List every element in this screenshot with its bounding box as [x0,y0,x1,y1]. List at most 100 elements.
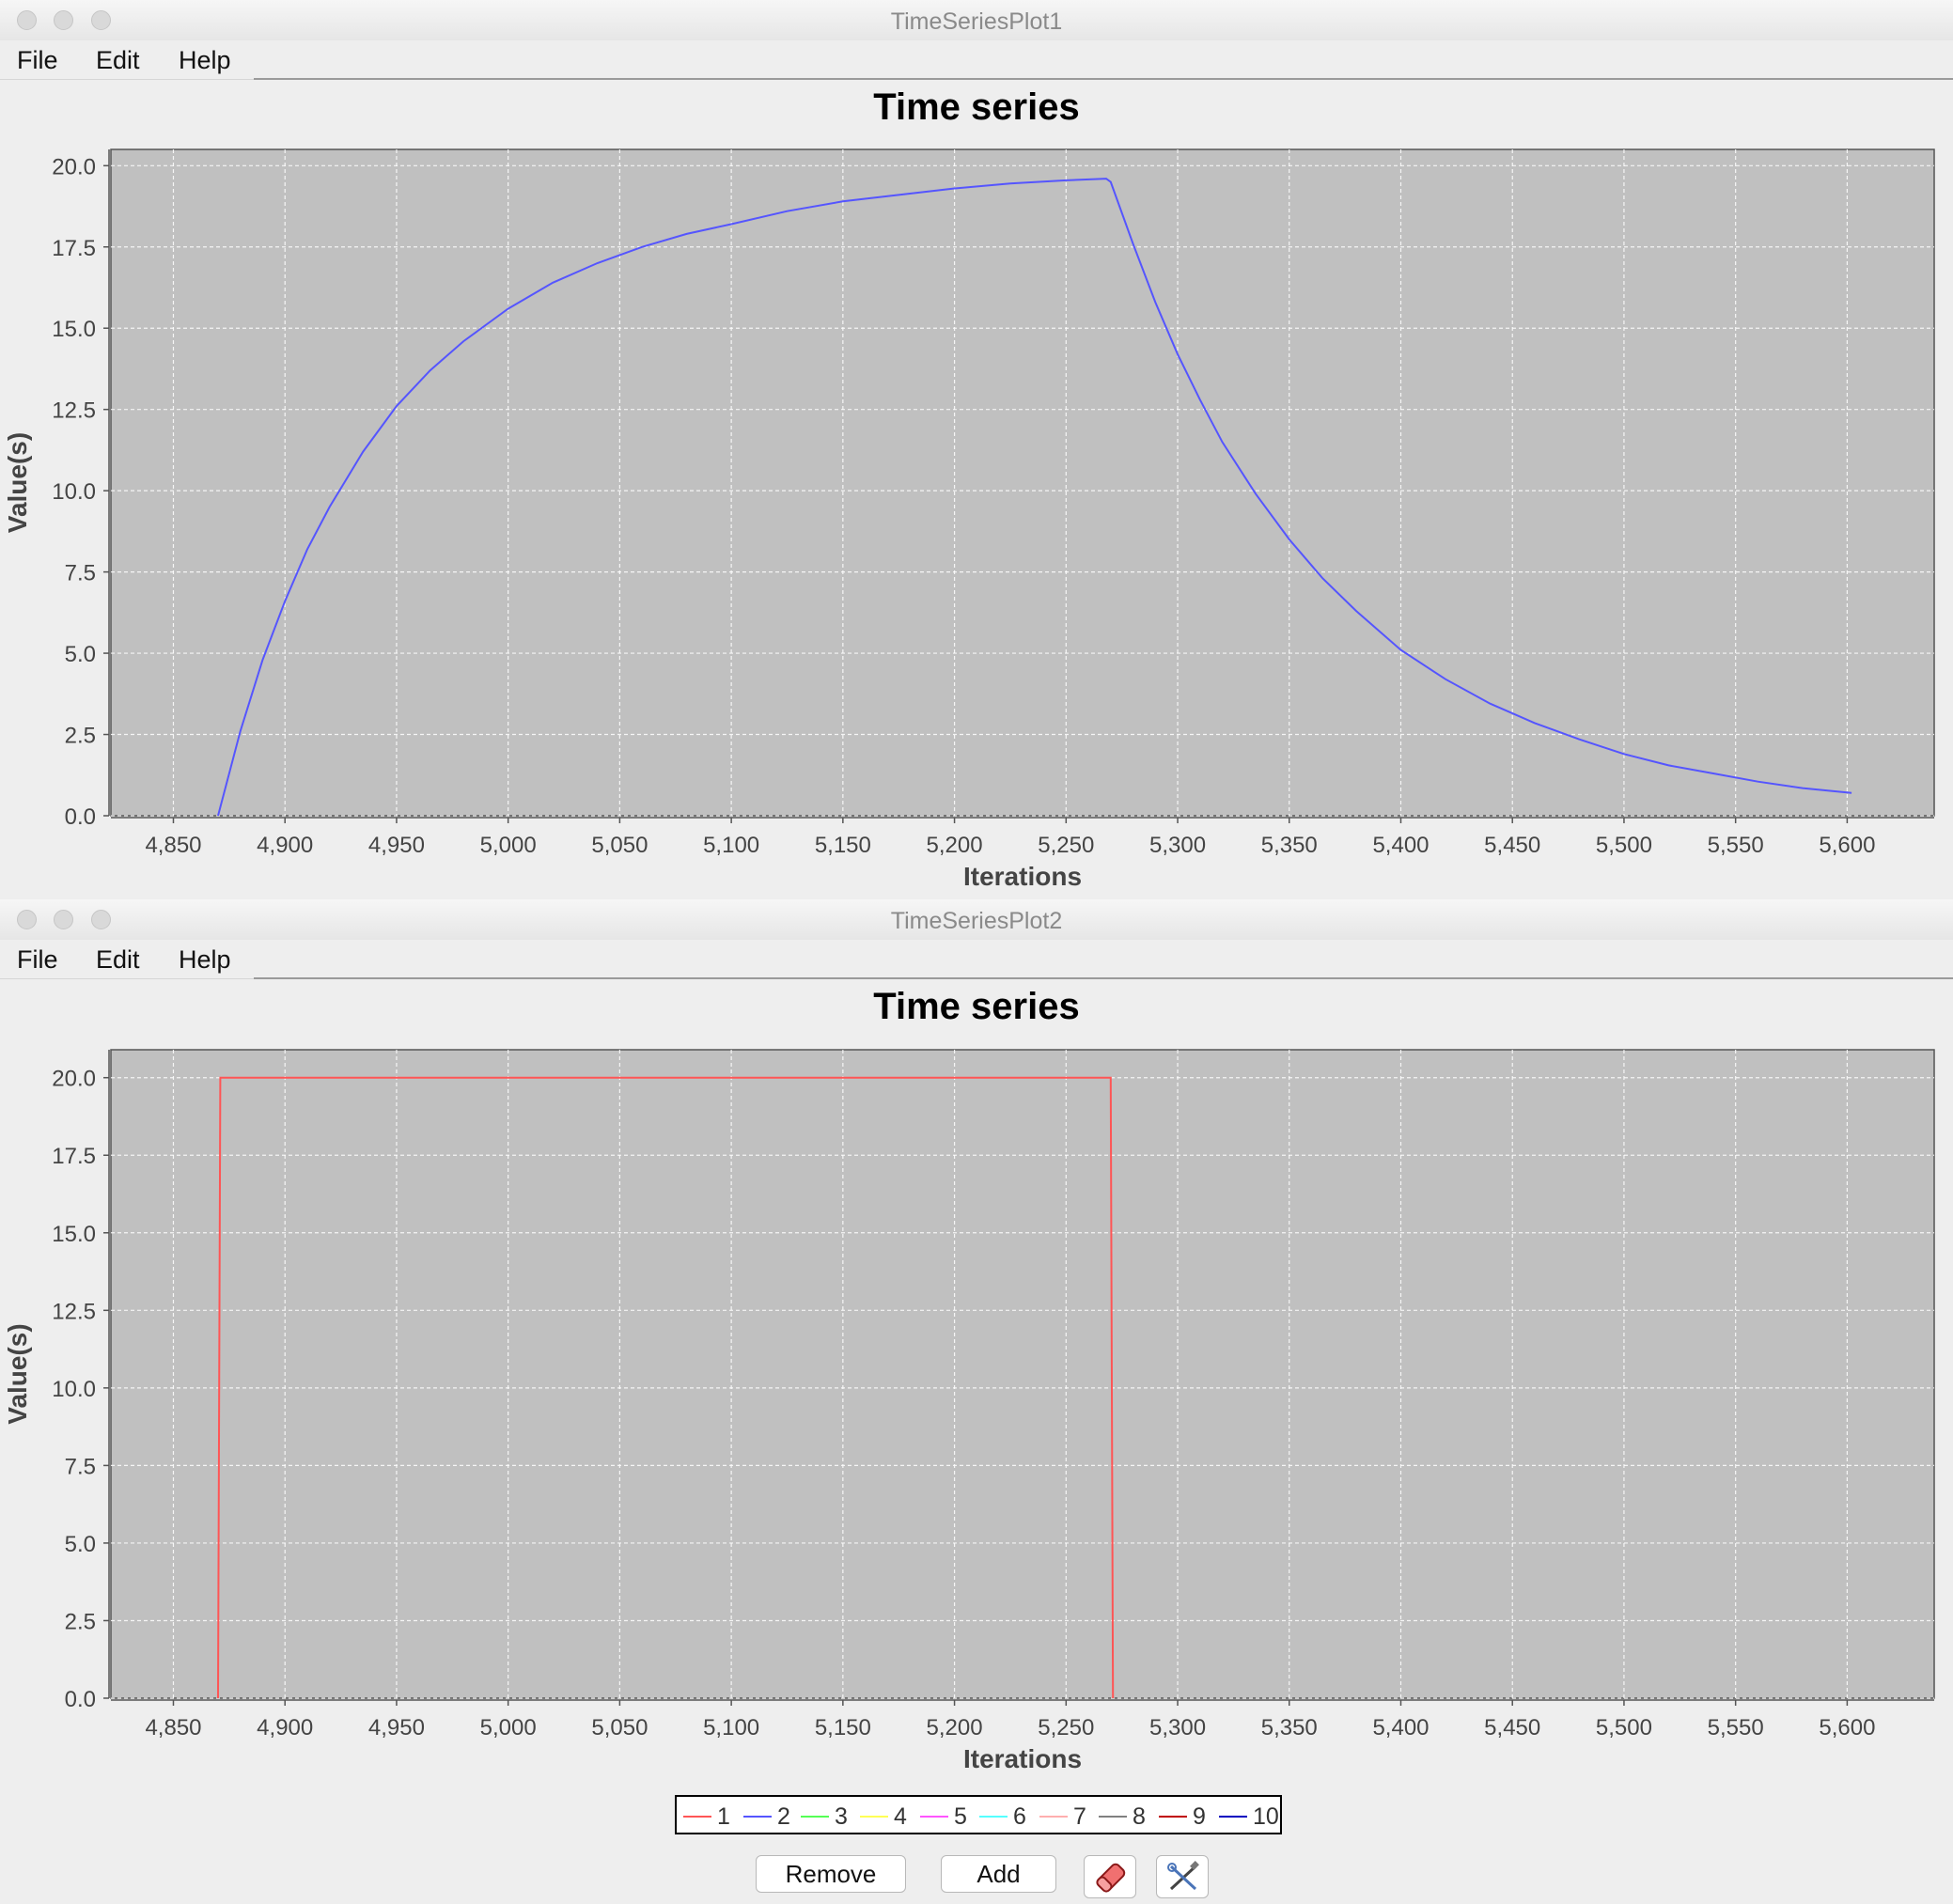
legend-label: 2 [777,1803,790,1830]
time-series-chart-2[interactable]: 4,850 4,900 4,950 5,000 5,050 5,100 5,150 5,200… [0,1041,1953,1793]
x-tick-label: 5,350 [1261,1715,1318,1740]
plot-area [110,148,1935,817]
x-tick-label: 5,450 [1484,833,1540,858]
y-tick-label: 20.0 [52,154,96,179]
legend-swatch [801,1816,829,1818]
time-series-chart-1[interactable]: 4,850 4,900 4,950 5,000 5,050 5,100 5,150 5,200… [0,141,1953,899]
x-tick-label: 5,400 [1372,833,1429,858]
x-tick-label: 5,050 [591,1715,648,1740]
timeseries-window-2: TimeSeriesPlot2 File Edit Help Time seri… [0,899,1953,1900]
chart-title: Time series [873,86,1080,128]
eraser-icon [1096,1863,1126,1893]
y-tick-label: 17.5 [52,236,96,261]
y-tick-label: 15.0 [52,317,96,342]
eraser-button[interactable] [1084,1855,1136,1898]
legend-swatch [1159,1816,1187,1818]
x-tick-label: 5,350 [1261,833,1318,858]
x-tick-label: 5,200 [927,833,983,858]
y-tick-label: 5.0 [65,642,96,667]
y-tick-label: 2.5 [65,724,96,749]
legend-label: 3 [835,1803,848,1830]
y-tick-label: 5.0 [65,1532,96,1557]
y-axis-label: Value(s) [3,432,32,533]
zoom-window-icon[interactable] [91,910,111,929]
legend-swatch [1099,1816,1127,1818]
x-tick-label: 5,200 [927,1715,983,1740]
x-tick-label: 5,550 [1708,833,1764,858]
legend-label: 9 [1193,1803,1206,1830]
x-tick-label: 4,850 [145,1715,201,1740]
menu-file[interactable]: File [17,945,58,974]
x-tick-label: 5,300 [1149,1715,1206,1740]
menu-help[interactable]: Help [179,46,231,74]
legend: 1 2 3 4 5 6 7 8 9 10 [675,1795,1282,1834]
close-window-icon[interactable] [17,10,37,30]
y-tick-label: 0.0 [65,804,96,830]
y-axis-label: Value(s) [3,1323,32,1424]
legend-label: 5 [954,1803,967,1830]
remove-button[interactable]: Remove [756,1855,906,1893]
add-button[interactable]: Add [941,1855,1056,1893]
legend-label: 4 [894,1803,907,1830]
y-tick-label: 0.0 [65,1687,96,1712]
y-tick-label: 10.0 [52,1377,96,1402]
window-title: TimeSeriesPlot2 [890,908,1063,934]
legend-label: 10 [1253,1803,1279,1830]
legend-label: 8 [1133,1803,1146,1830]
series-line [217,178,1852,817]
x-tick-label: 5,400 [1372,1715,1429,1740]
chart-title: Time series [873,986,1080,1027]
title-bar: TimeSeriesPlot1 [0,0,1953,41]
legend-swatch [743,1816,772,1818]
menu-help[interactable]: Help [179,945,231,974]
x-tick-label: 5,250 [1038,1715,1094,1740]
x-tick-label: 5,050 [591,833,648,858]
menu-file[interactable]: File [17,46,58,74]
x-tick-label: 4,950 [368,833,425,858]
timeseries-window-1: TimeSeriesPlot1 File Edit Help Time seri… [0,0,1953,899]
x-tick-label: 4,950 [368,1715,425,1740]
zoom-window-icon[interactable] [91,10,111,30]
legend-label: 7 [1073,1803,1086,1830]
legend-swatch [979,1816,1008,1818]
legend-swatch [860,1816,888,1818]
x-axis-label: Iterations [963,862,1082,891]
minimize-window-icon[interactable] [54,10,73,30]
legend-swatch [920,1816,948,1818]
legend-swatch [1219,1816,1247,1818]
x-tick-label: 5,150 [815,833,871,858]
menu-bar: File Edit Help [0,940,1953,979]
menu-edit[interactable]: Edit [96,945,140,974]
x-tick-label: 5,000 [480,833,537,858]
x-tick-label: 5,500 [1596,833,1652,858]
y-tick-label: 7.5 [65,1454,96,1479]
y-tick-label: 12.5 [52,398,96,424]
minimize-window-icon[interactable] [54,910,73,929]
legend-label: 1 [717,1803,730,1830]
title-bar: TimeSeriesPlot2 [0,899,1953,941]
x-tick-label: 5,100 [703,1715,759,1740]
y-tick-label: 7.5 [65,561,96,586]
y-tick-label: 17.5 [52,1144,96,1169]
x-tick-label: 4,900 [257,1715,313,1740]
plot-area [110,1049,1935,1699]
tools-icon [1167,1861,1199,1891]
x-tick-label: 5,450 [1484,1715,1540,1740]
x-tick-label: 5,600 [1819,833,1875,858]
x-tick-label: 5,500 [1596,1715,1652,1740]
x-tick-label: 4,850 [145,833,201,858]
x-axis-label: Iterations [963,1744,1082,1773]
tools-button[interactable] [1156,1855,1209,1898]
x-tick-label: 5,250 [1038,833,1094,858]
window-title: TimeSeriesPlot1 [890,8,1063,35]
close-window-icon[interactable] [17,910,37,929]
y-tick-label: 12.5 [52,1299,96,1324]
legend-label: 6 [1013,1803,1026,1830]
x-tick-label: 5,300 [1149,833,1206,858]
legend-swatch [1039,1816,1068,1818]
menu-edit[interactable]: Edit [96,46,140,74]
series-line [217,1076,1115,1699]
y-tick-label: 2.5 [65,1609,96,1634]
x-tick-label: 5,000 [480,1715,537,1740]
y-tick-label: 15.0 [52,1222,96,1247]
